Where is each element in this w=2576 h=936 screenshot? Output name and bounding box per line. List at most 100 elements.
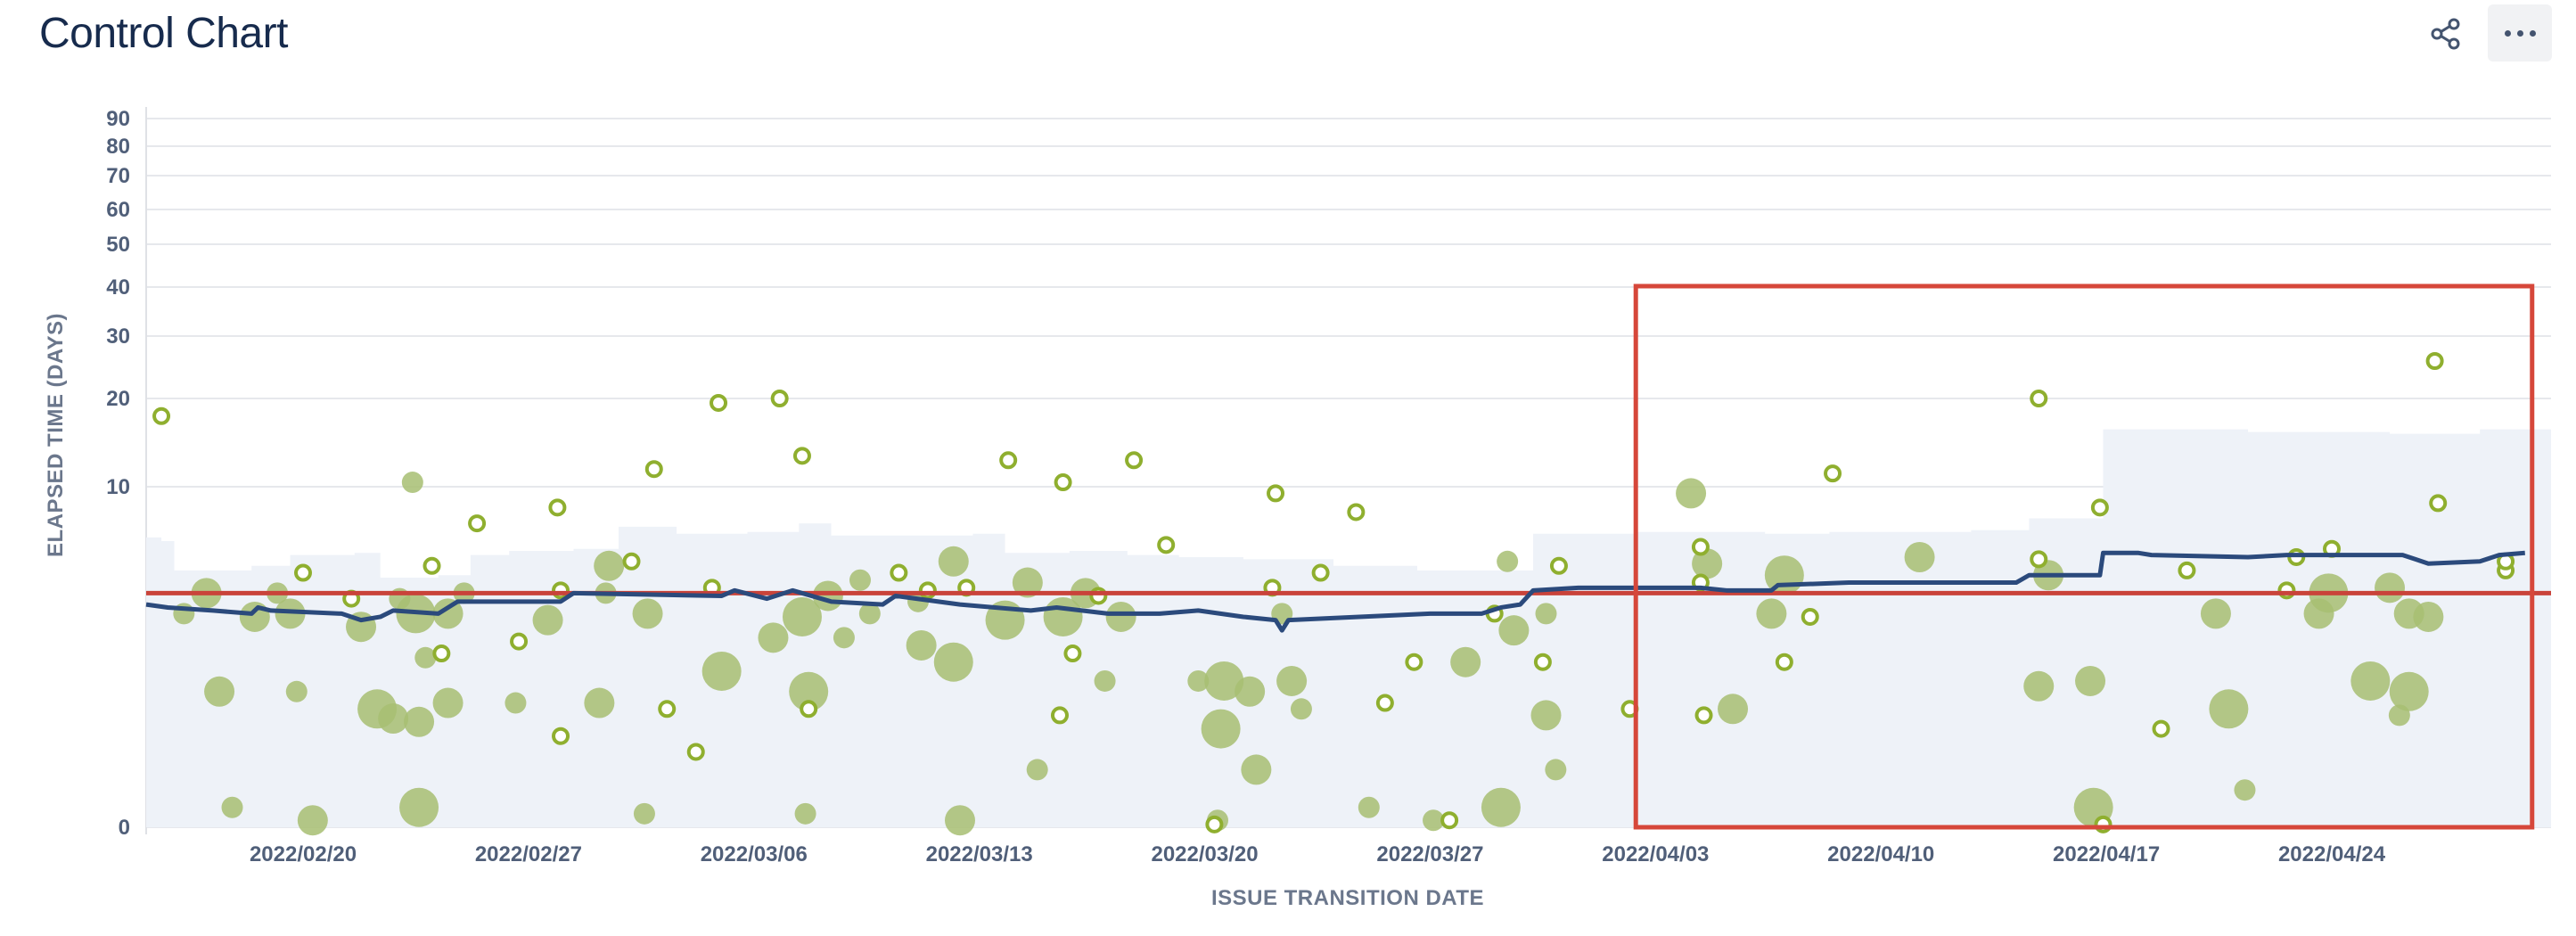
issue-cluster-dot[interactable] <box>505 692 527 714</box>
issue-dot[interactable] <box>1205 815 1224 833</box>
issue-dot[interactable] <box>510 632 529 651</box>
issue-dot[interactable] <box>2425 352 2444 370</box>
issue-dot[interactable] <box>152 406 171 425</box>
issue-cluster-dot[interactable] <box>2375 572 2406 603</box>
issue-cluster-dot[interactable] <box>401 472 423 494</box>
issue-cluster-dot[interactable] <box>1545 759 1567 781</box>
issue-cluster-dot[interactable] <box>944 805 975 836</box>
issue-dot[interactable] <box>1440 811 1459 830</box>
issue-dot[interactable] <box>792 447 811 465</box>
issue-dot[interactable] <box>890 563 908 582</box>
issue-cluster-dot[interactable] <box>1201 709 1241 749</box>
issue-cluster-dot[interactable] <box>594 550 625 581</box>
issue-cluster-dot[interactable] <box>849 569 871 591</box>
issue-dot[interactable] <box>800 700 818 718</box>
issue-dot[interactable] <box>622 552 641 571</box>
issue-cluster-dot[interactable] <box>1718 694 1749 725</box>
issue-cluster-dot[interactable] <box>2209 689 2249 729</box>
issue-dot[interactable] <box>2277 581 2296 600</box>
issue-dot[interactable] <box>2090 498 2109 517</box>
issue-cluster-dot[interactable] <box>432 687 464 718</box>
issue-dot[interactable] <box>2152 719 2170 738</box>
issue-dot[interactable] <box>552 727 570 745</box>
issue-dot[interactable] <box>552 581 570 600</box>
issue-dot[interactable] <box>918 581 937 600</box>
issue-dot[interactable] <box>2178 561 2196 579</box>
issue-cluster-dot[interactable] <box>432 598 464 629</box>
issue-dot[interactable] <box>2030 550 2048 569</box>
issue-dot[interactable] <box>1405 653 1423 671</box>
issue-dot[interactable] <box>770 390 789 407</box>
issue-dot[interactable] <box>1694 706 1713 725</box>
issue-cluster-dot[interactable] <box>297 805 328 836</box>
issue-dot[interactable] <box>686 743 705 761</box>
rolling-average-line[interactable] <box>145 550 2525 633</box>
issue-dot[interactable] <box>1347 503 1366 521</box>
issue-cluster-dot[interactable] <box>2234 779 2256 801</box>
issue-dot[interactable] <box>1375 694 1394 712</box>
issue-cluster-dot[interactable] <box>1530 700 1562 731</box>
issue-cluster-dot[interactable] <box>404 706 435 737</box>
issue-cluster-dot[interactable] <box>1498 615 1530 646</box>
issue-dot[interactable] <box>2429 494 2448 513</box>
issue-cluster-dot[interactable] <box>1756 598 1787 629</box>
issue-cluster-dot[interactable] <box>399 787 439 827</box>
issue-cluster-dot[interactable] <box>906 629 937 661</box>
issue-dot[interactable] <box>432 645 451 663</box>
issue-cluster-dot[interactable] <box>1241 754 1272 785</box>
issue-cluster-dot[interactable] <box>1450 646 1481 677</box>
issue-cluster-dot[interactable] <box>532 604 563 636</box>
share-button[interactable] <box>2421 9 2471 59</box>
issue-cluster-dot[interactable] <box>1290 698 1312 720</box>
issue-cluster-dot[interactable] <box>1105 601 1136 632</box>
issue-dot[interactable] <box>1050 706 1069 725</box>
issue-dot[interactable] <box>422 556 441 575</box>
issue-cluster-dot[interactable] <box>1026 759 1048 781</box>
issue-dot[interactable] <box>1054 473 1072 492</box>
issue-dot[interactable] <box>1311 563 1330 582</box>
issue-dot[interactable] <box>658 700 677 718</box>
issue-cluster-dot[interactable] <box>633 802 655 825</box>
issue-cluster-dot[interactable] <box>1012 567 1043 598</box>
issue-cluster-dot[interactable] <box>1204 661 1244 701</box>
issue-cluster-dot[interactable] <box>1423 809 1445 832</box>
issue-cluster-dot[interactable] <box>938 546 969 577</box>
issue-cluster-dot[interactable] <box>2075 665 2106 696</box>
issue-cluster-dot[interactable] <box>1692 548 1723 579</box>
issue-dot[interactable] <box>1157 536 1176 554</box>
issue-dot[interactable] <box>294 563 312 582</box>
issue-cluster-dot[interactable] <box>2200 598 2231 629</box>
issue-dot[interactable] <box>1089 587 1108 605</box>
issue-cluster-dot[interactable] <box>782 596 822 636</box>
issue-cluster-dot[interactable] <box>204 676 235 707</box>
issue-dot[interactable] <box>1824 464 1842 483</box>
issue-cluster-dot[interactable] <box>239 601 270 632</box>
issue-dot[interactable] <box>1801 607 1819 626</box>
issue-cluster-dot[interactable] <box>1276 665 1308 696</box>
more-actions-button[interactable] <box>2488 4 2552 62</box>
issue-cluster-dot[interactable] <box>858 603 881 625</box>
issue-cluster-dot[interactable] <box>1676 478 1707 509</box>
issue-cluster-dot[interactable] <box>2413 601 2444 632</box>
issue-dot[interactable] <box>999 451 1018 470</box>
issue-dot[interactable] <box>1549 556 1568 575</box>
issue-cluster-dot[interactable] <box>285 680 308 702</box>
issue-dot[interactable] <box>644 460 663 479</box>
issue-cluster-dot[interactable] <box>221 796 243 818</box>
issue-dot[interactable] <box>1691 538 1710 556</box>
issue-dot[interactable] <box>1063 645 1082 663</box>
issue-cluster-dot[interactable] <box>789 671 829 711</box>
issue-dot[interactable] <box>548 498 567 517</box>
issue-cluster-dot[interactable] <box>701 651 742 691</box>
issue-cluster-dot[interactable] <box>632 598 663 629</box>
issue-dot[interactable] <box>1267 484 1285 503</box>
issue-cluster-dot[interactable] <box>833 627 855 649</box>
issue-dot[interactable] <box>1775 653 1793 671</box>
issue-cluster-dot[interactable] <box>275 598 306 629</box>
issue-cluster-dot[interactable] <box>1358 796 1380 818</box>
issue-cluster-dot[interactable] <box>758 622 789 653</box>
issue-cluster-dot[interactable] <box>1497 550 1519 572</box>
issue-dot[interactable] <box>710 393 728 412</box>
issue-cluster-dot[interactable] <box>2389 671 2429 711</box>
issue-cluster-dot[interactable] <box>1535 603 1557 625</box>
